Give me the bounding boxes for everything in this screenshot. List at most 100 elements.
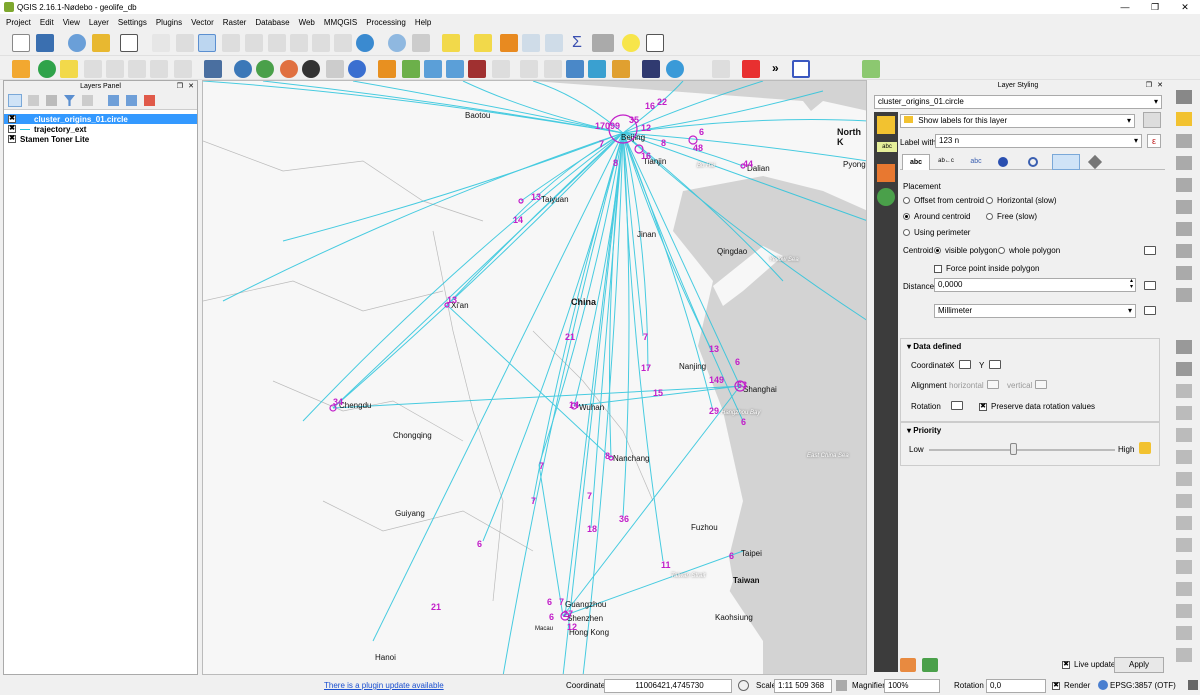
tab-buffer[interactable]: abc [970, 158, 982, 165]
menu-plugins[interactable]: Plugins [155, 17, 183, 27]
symbology-icon[interactable] [877, 164, 895, 182]
opt-visible-polygon[interactable]: visible polygon [934, 246, 997, 255]
priority-title[interactable]: ▾ Priority [907, 426, 942, 435]
geo-icon[interactable] [642, 60, 660, 78]
priority-slider-thumb[interactable] [1009, 443, 1017, 455]
tool-icon[interactable] [1176, 626, 1192, 640]
db-manager-icon[interactable] [204, 60, 222, 78]
visibility-icon[interactable] [46, 95, 57, 106]
expand-all-icon[interactable] [108, 95, 119, 106]
layer-trajectory[interactable]: ✖ trajectory_ext [4, 124, 197, 134]
label-with-field[interactable]: 123 n ▾ [935, 134, 1142, 148]
menu-settings[interactable]: Settings [117, 17, 147, 27]
abc-label-icon[interactable]: abc [877, 142, 897, 152]
plugin-update-link[interactable]: There is a plugin update available [324, 681, 444, 690]
crs-globe-icon[interactable] [1098, 680, 1108, 690]
coordinate-toggle-icon[interactable] [738, 680, 749, 691]
current-edits-icon[interactable] [12, 60, 30, 78]
tool-icon[interactable] [1176, 406, 1192, 420]
tab-shadow-icon[interactable] [1028, 157, 1038, 167]
filter-legend-icon[interactable] [82, 95, 93, 106]
tool-icon[interactable] [1176, 494, 1192, 508]
menu-layer[interactable]: Layer [88, 17, 109, 27]
layer-stack-icon[interactable] [402, 60, 420, 78]
tool-icon[interactable] [1176, 134, 1192, 148]
tool-icon[interactable] [1176, 428, 1192, 442]
spinner-icon[interactable]: ▴ ▾ [1129, 278, 1133, 290]
layer-select[interactable]: cluster_origins_01.circle ▾ [874, 95, 1162, 109]
layer-style-icon[interactable] [38, 60, 56, 78]
new-project-icon[interactable] [12, 34, 30, 52]
distance-input[interactable]: 0,0000 ▴ ▾ [934, 278, 1136, 292]
live-update-checkbox[interactable]: ✖ Live update [1062, 660, 1115, 669]
text-annotation-icon[interactable] [646, 34, 664, 52]
wt-icon[interactable] [468, 60, 486, 78]
data-defined-icon[interactable] [989, 360, 1001, 369]
tool-icon[interactable] [1176, 560, 1192, 574]
tool-icon[interactable] [1176, 156, 1192, 170]
tab-background-icon[interactable] [998, 157, 1008, 167]
float-panel-icon[interactable]: ❐ [1145, 82, 1152, 89]
rotation-field[interactable]: 0,0 [986, 679, 1046, 693]
menu-raster[interactable]: Raster [222, 17, 247, 27]
edit-icon[interactable] [612, 60, 630, 78]
tool-icon[interactable] [1176, 266, 1192, 280]
apply-button[interactable]: Apply [1114, 657, 1164, 673]
new-layer-icon[interactable] [120, 34, 138, 52]
label-style-icon[interactable] [877, 116, 895, 134]
layer-cluster-origins[interactable]: ✖ cluster_origins_01.circle [4, 114, 197, 124]
tool-icon[interactable] [1176, 178, 1192, 192]
label-change-icon[interactable] [174, 60, 192, 78]
plugin-green-icon[interactable] [862, 60, 880, 78]
style-brush-icon[interactable] [8, 94, 22, 107]
menu-processing[interactable]: Processing [366, 17, 406, 27]
label-mode-select[interactable]: Show labels for this layer ▾ [900, 114, 1135, 128]
labeling-icon[interactable] [60, 60, 78, 78]
digitize-point-icon[interactable] [712, 60, 730, 78]
layer-checkbox[interactable]: ✖ [8, 115, 16, 123]
grid-icon[interactable] [588, 60, 606, 78]
tool-icon[interactable] [1176, 90, 1192, 104]
collapse-all-icon[interactable] [126, 95, 137, 106]
pan-to-selection-icon[interactable] [176, 34, 194, 52]
plugin-icon[interactable] [280, 60, 298, 78]
statistics-icon[interactable]: Σ [572, 34, 582, 51]
tool-icon[interactable] [1176, 582, 1192, 596]
search-icon[interactable] [666, 60, 684, 78]
tool-icon[interactable] [1176, 472, 1192, 486]
scale-field[interactable]: 1:11 509 368 [774, 679, 832, 693]
rule-based-icon[interactable] [1143, 112, 1161, 128]
tool-icon[interactable] [1176, 362, 1192, 376]
zoom-in-icon[interactable] [198, 34, 216, 52]
close-button[interactable]: ✕ [1181, 2, 1189, 12]
tab-placement-icon[interactable] [1052, 154, 1080, 170]
label-move-icon[interactable] [128, 60, 146, 78]
tool-icon[interactable] [1176, 648, 1192, 662]
history-icon[interactable] [877, 188, 895, 206]
layer-checkbox[interactable]: ✖ [8, 125, 16, 133]
opt-free[interactable]: Free (slow) [986, 212, 1037, 221]
menu-mmqgis[interactable]: MMQGIS [323, 17, 358, 27]
measure-icon[interactable] [592, 34, 614, 52]
data-defined-icon[interactable] [1144, 281, 1156, 290]
messages-icon[interactable] [1188, 680, 1198, 690]
zoom-out-icon[interactable] [222, 34, 240, 52]
opt-perimeter[interactable]: Using perimeter [903, 228, 970, 237]
opt-whole-polygon[interactable]: whole polygon [998, 246, 1060, 255]
add-group-icon[interactable] [28, 95, 39, 106]
priority-slider[interactable] [929, 449, 1115, 451]
menu-view[interactable]: View [62, 17, 80, 27]
add-layers-icon[interactable] [92, 34, 110, 52]
tool-icon[interactable] [1176, 516, 1192, 530]
render-checkbox[interactable]: ✖ Render [1052, 681, 1090, 690]
toolbar-overflow[interactable]: » [772, 61, 779, 75]
undo-arrow-icon[interactable] [348, 60, 366, 78]
flag-icon[interactable] [742, 60, 760, 78]
label-rotate-icon[interactable] [150, 60, 168, 78]
data-defined-icon[interactable] [1144, 246, 1156, 255]
nodes-icon[interactable] [446, 60, 464, 78]
remove-layer-icon[interactable] [144, 95, 155, 106]
raster-icon[interactable] [378, 60, 396, 78]
field-calculator-icon[interactable] [545, 34, 563, 52]
magnifier-field[interactable]: 100% [884, 679, 940, 693]
